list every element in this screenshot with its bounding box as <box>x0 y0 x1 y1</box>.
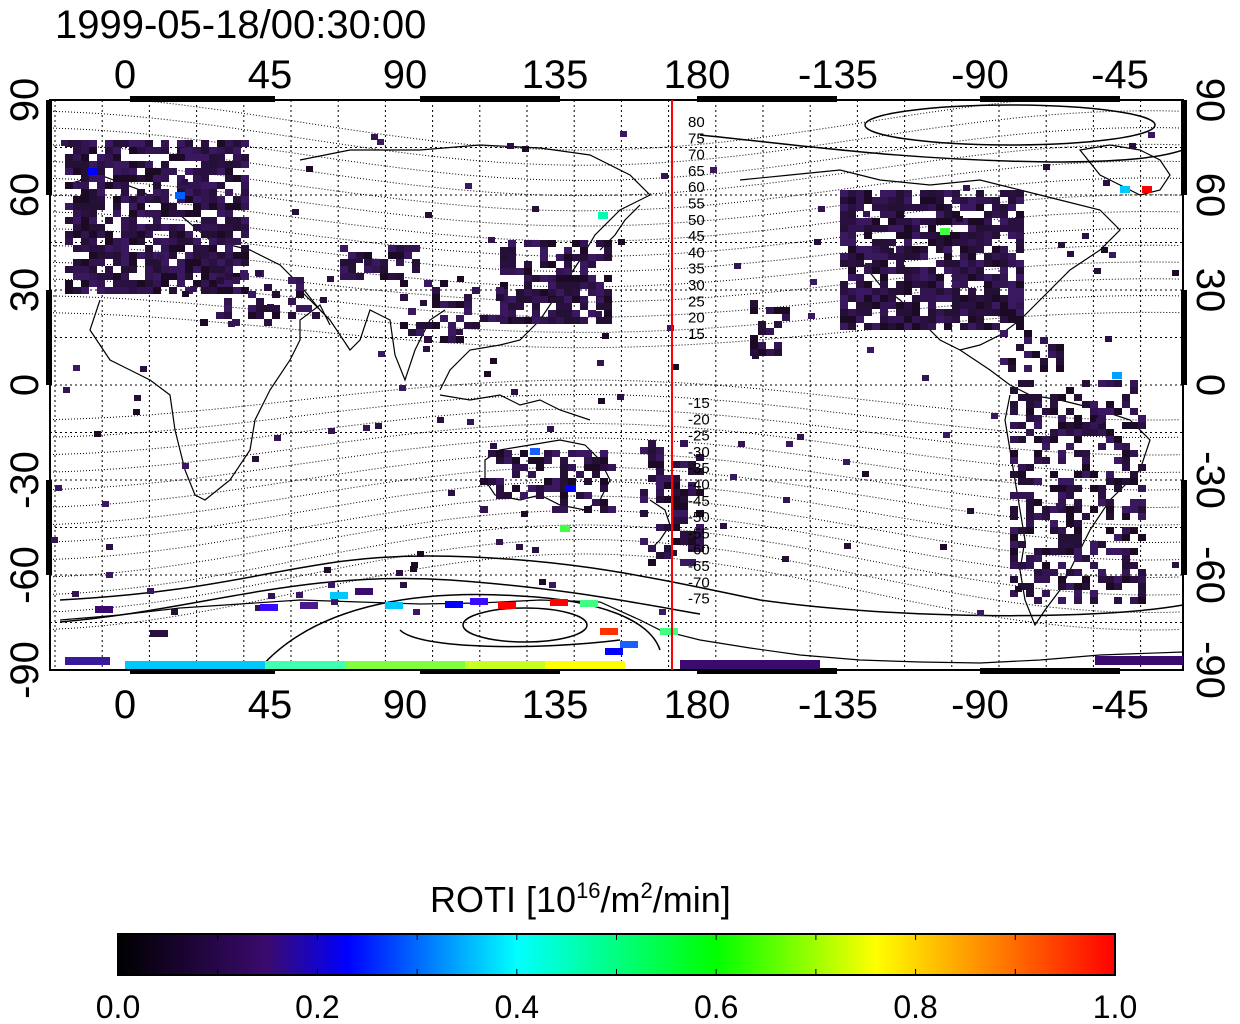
bottom-lon-tick-label: 180 <box>664 683 731 727</box>
top-lon-tick-label: 0 <box>114 53 136 97</box>
colorbar-tick-label: 0.0 <box>96 989 140 1024</box>
mlat-label-north: 20 <box>688 310 705 327</box>
right-latitude-labels: 90 60 30 0 -30 -60 -90 <box>1188 78 1232 699</box>
top-lon-tick-label: -90 <box>951 53 1009 97</box>
top-longitude-labels: 0 45 90 135 180 -135 -90 -45 <box>114 53 1149 97</box>
mlat-label-north: 15 <box>688 326 705 343</box>
colorbar: ROTI [1016/m2/min] 0.0 0.2 0.4 0.6 0.8 1.0 <box>96 878 1137 1024</box>
top-lon-tick-label: 180 <box>664 53 731 97</box>
top-lon-tick-label: -135 <box>798 53 878 97</box>
colorbar-tick-label: 0.6 <box>694 989 738 1024</box>
mlat-label-south: -30 <box>688 444 710 461</box>
mlat-label-north: 65 <box>688 163 705 180</box>
mlat-label-north: 35 <box>688 261 705 278</box>
mlat-label-north: 75 <box>688 130 705 147</box>
left-lat-tick-label: -90 <box>3 641 47 699</box>
right-lat-tick-label: 0 <box>1188 374 1232 396</box>
colorbar-tick-label: 0.2 <box>295 989 339 1024</box>
right-lat-tick-label: -30 <box>1188 451 1232 509</box>
mlat-label-south: -15 <box>688 395 710 412</box>
mlat-label-south: -45 <box>688 493 710 510</box>
timestamp-title: 1999-05-18/00:30:00 <box>55 3 426 47</box>
northern-auroral-contours <box>699 104 1183 163</box>
mlat-label-north: 45 <box>688 228 705 245</box>
right-lat-tick-label: -60 <box>1188 546 1232 604</box>
mlat-label-south: -50 <box>688 509 710 526</box>
right-lat-tick-label: 60 <box>1188 173 1232 218</box>
colorbar-ticks: 0.0 0.2 0.4 0.6 0.8 1.0 <box>96 934 1137 1024</box>
colorbar-tick-label: 0.4 <box>495 989 539 1024</box>
mlat-label-south: -55 <box>688 525 710 542</box>
roti-data-pixels <box>51 131 1179 655</box>
mlat-label-south: -75 <box>688 591 710 608</box>
left-latitude-labels: 90 60 30 0 -30 -60 -90 <box>3 78 47 699</box>
top-lon-tick-label: 135 <box>522 53 589 97</box>
bottom-lon-tick-label: 90 <box>383 683 428 727</box>
left-lat-tick-label: 90 <box>3 78 47 123</box>
colorbar-tick-label: 1.0 <box>1093 989 1137 1024</box>
top-lon-tick-label: 45 <box>248 53 293 97</box>
right-lat-tick-label: 90 <box>1188 78 1232 123</box>
mlat-label-north: 70 <box>688 147 705 164</box>
mlat-label-north: 55 <box>688 196 705 213</box>
colorbar-title: ROTI [1016/m2/min] <box>430 878 731 920</box>
colorbar-gradient <box>117 933 1116 976</box>
bottom-lon-tick-label: -90 <box>951 683 1009 727</box>
mlat-label-south: -25 <box>688 428 710 445</box>
top-lon-tick-label: 90 <box>383 53 428 97</box>
mlat-label-south: -20 <box>688 411 710 428</box>
mlat-label-north: 25 <box>688 293 705 310</box>
top-lon-tick-label: -45 <box>1091 53 1149 97</box>
left-lat-tick-label: 0 <box>3 374 47 396</box>
left-lat-tick-label: -30 <box>3 451 47 509</box>
mlat-label-north: 40 <box>688 244 705 261</box>
bottom-longitude-labels: 0 45 90 135 180 -135 -90 -45 <box>114 683 1149 727</box>
bottom-lon-tick-label: 0 <box>114 683 136 727</box>
colorbar-tick-label: 0.8 <box>893 989 937 1024</box>
mlat-label-south: -70 <box>688 574 710 591</box>
left-lat-tick-label: 60 <box>3 173 47 218</box>
mlat-label-north: 50 <box>688 212 705 229</box>
mlat-label-south: -35 <box>688 460 710 477</box>
polar-band <box>65 656 1183 669</box>
mlat-label-north: 30 <box>688 277 705 294</box>
mlat-label-north: 60 <box>688 179 705 196</box>
bottom-lon-tick-label: -135 <box>798 683 878 727</box>
right-lat-tick-label: 30 <box>1188 268 1232 313</box>
southern-auroral-contours <box>59 555 1183 669</box>
frame-bands <box>46 96 1187 674</box>
right-lat-tick-label: -90 <box>1188 641 1232 699</box>
bottom-lon-tick-label: 135 <box>522 683 589 727</box>
left-lat-tick-label: 30 <box>3 268 47 313</box>
left-lat-tick-label: -60 <box>3 546 47 604</box>
bottom-lon-tick-label: -45 <box>1091 683 1149 727</box>
mlat-label-north: 80 <box>688 114 705 131</box>
mlat-label-south: -65 <box>688 558 710 575</box>
mlat-label-south: -60 <box>688 542 710 559</box>
mlat-label-south: -40 <box>688 477 710 494</box>
bottom-lon-tick-label: 45 <box>248 683 293 727</box>
